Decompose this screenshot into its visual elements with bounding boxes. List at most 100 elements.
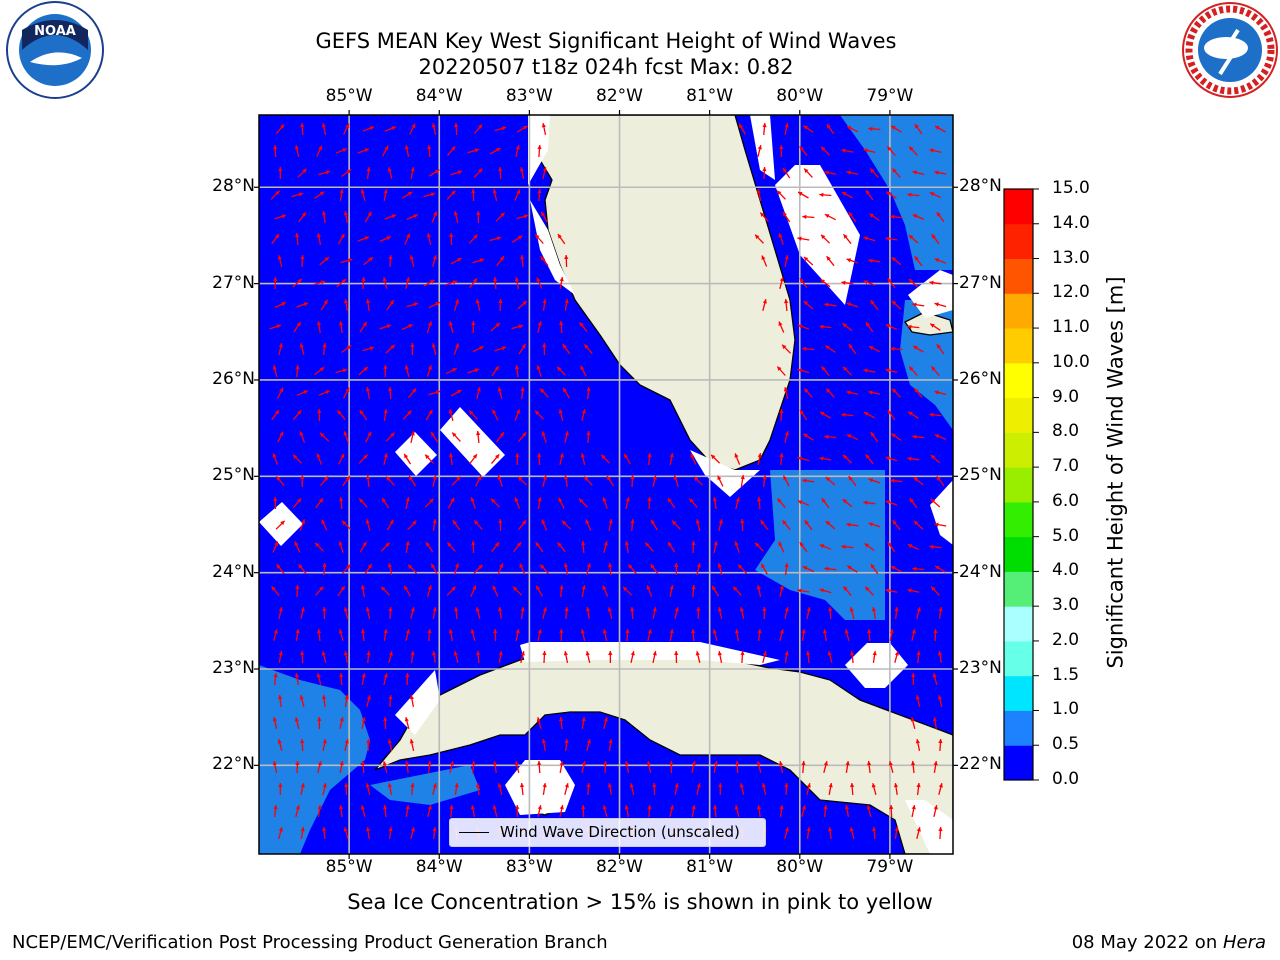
- longitude-label: 79°W: [866, 86, 914, 106]
- wave-direction-arrow: [564, 606, 569, 620]
- wave-direction-arrow: [536, 365, 542, 377]
- wave-direction-arrow: [273, 672, 278, 686]
- wave-direction-arrow: [385, 432, 395, 442]
- wave-direction-arrow: [294, 717, 300, 729]
- longitude-label: 84°W: [415, 86, 463, 106]
- wave-direction-arrow: [759, 212, 769, 222]
- wave-direction-arrow: [314, 542, 324, 552]
- wave-direction-arrow: [274, 301, 287, 309]
- wave-direction-arrow: [366, 167, 371, 179]
- wave-direction-arrow: [470, 497, 476, 509]
- wave-direction-arrow: [497, 387, 503, 399]
- wave-direction-arrow: [339, 760, 344, 774]
- wave-direction-arrow: [451, 476, 461, 486]
- colorbar-tick-label: 6.0: [1052, 490, 1080, 511]
- wave-direction-arrow: [820, 146, 830, 156]
- wave-direction-arrow: [872, 651, 877, 663]
- wave-direction-arrow: [520, 651, 525, 663]
- wave-direction-arrow: [841, 412, 854, 417]
- wave-direction-arrow: [450, 170, 463, 176]
- wave-direction-arrow: [779, 805, 784, 817]
- wave-direction-arrow: [602, 628, 608, 642]
- longitude-label: 83°W: [505, 857, 553, 877]
- wave-direction-arrow: [425, 541, 434, 553]
- wave-direction-arrow: [872, 826, 877, 840]
- wave-direction-arrow: [865, 189, 874, 201]
- wave-direction-arrow: [848, 475, 857, 487]
- wave-direction-arrow: [779, 585, 784, 597]
- wave-direction-arrow: [278, 783, 283, 795]
- wave-direction-arrow: [344, 782, 349, 796]
- wave-direction-arrow: [382, 277, 388, 289]
- wave-direction-arrow: [803, 256, 814, 266]
- latitude-label: 27°N: [212, 272, 255, 293]
- wave-direction-arrow: [870, 431, 879, 443]
- wave-direction-arrow: [886, 146, 896, 156]
- wave-direction-arrow: [559, 276, 564, 290]
- wave-direction-arrow: [580, 453, 586, 465]
- wave-direction-arrow: [848, 343, 857, 355]
- colorbar-segment: [1004, 675, 1033, 711]
- wave-direction-arrow: [407, 387, 417, 399]
- wave-direction-arrow: [669, 584, 674, 598]
- wave-direction-arrow: [453, 563, 459, 575]
- wave-direction-arrow: [802, 565, 815, 573]
- wave-direction-arrow: [819, 456, 832, 461]
- wave-direction-arrow: [388, 606, 393, 620]
- wave-direction-arrow: [273, 804, 278, 818]
- wave-direction-arrow: [695, 519, 701, 531]
- latitude-label: 24°N: [212, 561, 255, 582]
- wave-direction-arrow: [890, 478, 903, 483]
- wave-direction-arrow: [739, 783, 745, 795]
- wave-direction-arrow: [894, 606, 899, 620]
- colorbar-tick-label: 13.0: [1052, 247, 1090, 268]
- wave-direction-arrow: [912, 214, 925, 220]
- wave-direction-arrow: [471, 188, 476, 202]
- wave-direction-arrow: [320, 475, 329, 487]
- wave-direction-arrow: [696, 563, 701, 575]
- wave-direction-arrow: [275, 475, 285, 487]
- wave-direction-arrow: [806, 606, 811, 620]
- wave-direction-arrow: [602, 497, 608, 509]
- wave-direction-arrow: [401, 191, 413, 199]
- wave-direction-arrow: [362, 346, 375, 352]
- wave-direction-arrow: [269, 324, 282, 330]
- wave-direction-arrow: [797, 191, 809, 199]
- wave-direction-arrow: [358, 498, 368, 508]
- wave-direction-arrow: [338, 629, 344, 641]
- wave-direction-arrow: [581, 584, 586, 598]
- wave-direction-arrow: [272, 760, 278, 774]
- wave-direction-arrow: [757, 628, 762, 642]
- wave-direction-arrow: [688, 498, 698, 508]
- wave-direction-arrow: [890, 346, 903, 351]
- wave-direction-arrow: [490, 322, 501, 332]
- wave-direction-arrow: [449, 761, 454, 773]
- wave-direction-arrow: [828, 782, 833, 796]
- wave-direction-arrow: [871, 783, 877, 795]
- wave-direction-arrow: [559, 453, 564, 465]
- wave-direction-arrow: [936, 211, 945, 223]
- wave-direction-arrow: [820, 278, 831, 288]
- wave-direction-arrow: [446, 586, 456, 596]
- wave-direction-arrow: [514, 409, 521, 421]
- latitude-label: 23°N: [959, 658, 1002, 678]
- wave-direction-arrow: [451, 432, 461, 442]
- wave-direction-arrow: [404, 233, 411, 245]
- latitude-label: 23°N: [212, 658, 255, 678]
- wave-direction-arrow: [423, 192, 436, 198]
- wave-direction-arrow: [449, 804, 454, 818]
- wave-direction-arrow: [798, 145, 808, 157]
- wave-direction-arrow: [404, 144, 410, 158]
- wave-direction-arrow: [338, 453, 345, 465]
- wave-direction-arrow: [360, 584, 366, 598]
- wave-direction-arrow: [341, 520, 351, 530]
- wave-direction-arrow: [314, 586, 324, 596]
- wave-direction-arrow: [475, 299, 481, 311]
- wave-direction-arrow: [445, 367, 457, 375]
- wave-direction-arrow: [511, 235, 523, 243]
- footer-date: 08 May 2022 on: [1071, 932, 1223, 953]
- wave-direction-arrow: [603, 541, 608, 553]
- wave-direction-arrow: [691, 804, 696, 818]
- wave-direction-arrow: [401, 323, 413, 331]
- wave-direction-arrow: [271, 409, 280, 421]
